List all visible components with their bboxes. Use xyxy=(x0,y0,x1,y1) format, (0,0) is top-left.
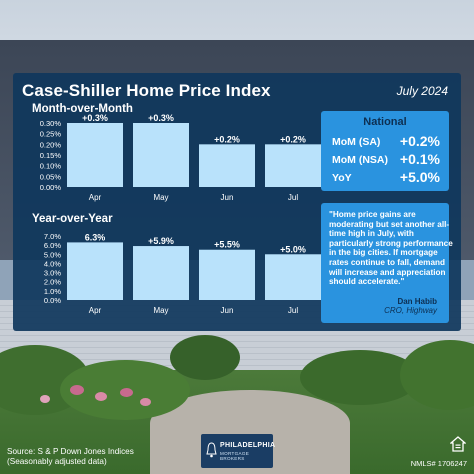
yoy-ytick-label: 5.0% xyxy=(44,250,61,259)
mom-bar-chart: 0.30% 0.25%0.20% 0.15% 0.10%0.05% 0.00% +0.3%… xyxy=(40,113,321,202)
equal-housing-icon xyxy=(450,436,466,452)
index-panel: Case-Shiller Home Price Index July 2024 … xyxy=(13,73,461,331)
logo-subtitle: MORTGAGE BROKERS xyxy=(220,451,250,461)
mom-category-label: May xyxy=(153,193,168,202)
yoy-ytick-label: 1.0% xyxy=(44,287,61,296)
yoy-bar-chart: 7.0%6.0%5.0%4.0%3.0%2.0%1.0%0.0% 6.3% Apr +… xyxy=(44,232,321,315)
national-value: +0.1% xyxy=(399,151,440,167)
national-row-mom-nsa: MoM (NSA) +0.1% xyxy=(332,151,440,169)
mom-bar xyxy=(265,144,321,187)
yoy-ytick-label: 7.0% xyxy=(44,232,61,241)
mom-ytick-label: 0.25% xyxy=(40,130,62,139)
quote-card: "Home price gains are moderating but set… xyxy=(321,203,453,323)
yoy-ytick-label: 2.0% xyxy=(44,278,61,287)
mom-chart-title: Month-over-Month xyxy=(32,103,133,115)
national-label: MoM (NSA) xyxy=(332,154,388,166)
mom-data-label: +0.2% xyxy=(280,134,306,144)
logo-name: PHILADELPHIA xyxy=(220,442,276,449)
mom-data-label: +0.3% xyxy=(148,113,174,123)
mom-ytick-label: 0.05% xyxy=(40,172,62,181)
quote-text: "Home price gains are moderating but set… xyxy=(329,210,453,287)
quote-author: Dan Habib xyxy=(397,297,437,306)
national-row-mom-sa: MoM (SA) +0.2% xyxy=(332,133,440,151)
liberty-bell-icon xyxy=(206,442,217,458)
mom-ytick-label: 0.20% xyxy=(40,140,62,149)
national-row-yoy: YoY +5.0% xyxy=(332,169,440,187)
mom-category-label: Jul xyxy=(288,193,298,202)
mom-data-label: +0.3% xyxy=(82,113,108,123)
mom-bar xyxy=(67,123,123,187)
mom-ytick-label: 0.30% xyxy=(40,119,62,128)
mom-bar xyxy=(199,144,255,187)
yoy-bar xyxy=(133,246,189,300)
mom-category-label: Apr xyxy=(89,193,102,202)
source-line: (Seasonably adjusted data) xyxy=(7,457,107,466)
mom-category-label: Jun xyxy=(221,193,234,202)
nmls-number: NMLS# 1706247 xyxy=(410,459,467,468)
national-label: MoM (SA) xyxy=(332,136,381,148)
quote-role: CRO, Highway xyxy=(384,306,437,315)
national-value: +0.2% xyxy=(399,133,440,149)
yoy-bar xyxy=(265,254,321,300)
national-label: YoY xyxy=(332,172,352,184)
yoy-category-label: Jul xyxy=(288,306,298,315)
company-logo: PHILADELPHIA MORTGAGE BROKERS xyxy=(201,434,276,468)
national-card: National MoM (SA) +0.2% MoM (NSA) +0.1% … xyxy=(321,111,449,191)
yoy-ytick-label: 0.0% xyxy=(44,296,61,305)
mom-bar xyxy=(133,123,189,187)
source-line: Source: S & P Down Jones Indices xyxy=(7,447,134,456)
yoy-chart-title: Year-over-Year xyxy=(32,213,113,225)
yoy-ytick-label: 3.0% xyxy=(44,269,61,278)
yoy-category-label: May xyxy=(153,306,168,315)
national-title: National xyxy=(363,116,407,128)
yoy-data-label: +5.5% xyxy=(214,240,240,250)
yoy-data-label: +5.0% xyxy=(280,244,306,254)
source-note: Source: S & P Down Jones Indices (Season… xyxy=(7,447,134,467)
yoy-data-label: +5.9% xyxy=(148,236,174,246)
mom-ytick-label: 0.15% xyxy=(40,151,62,160)
yoy-category-label: Jun xyxy=(221,306,234,315)
yoy-data-label: 6.3% xyxy=(85,232,106,242)
mom-ytick-label: 0.00% xyxy=(40,183,62,192)
yoy-bar xyxy=(199,249,255,300)
yoy-category-label: Apr xyxy=(89,306,102,315)
page-title: Case-Shiller Home Price Index xyxy=(22,81,271,100)
national-value: +5.0% xyxy=(399,169,440,185)
yoy-ytick-label: 4.0% xyxy=(44,259,61,268)
mom-data-label: +0.2% xyxy=(214,134,240,144)
mom-ytick-label: 0.10% xyxy=(40,162,62,171)
yoy-bar xyxy=(67,242,123,300)
report-date: July 2024 xyxy=(396,84,448,98)
yoy-ytick-label: 6.0% xyxy=(44,241,61,250)
